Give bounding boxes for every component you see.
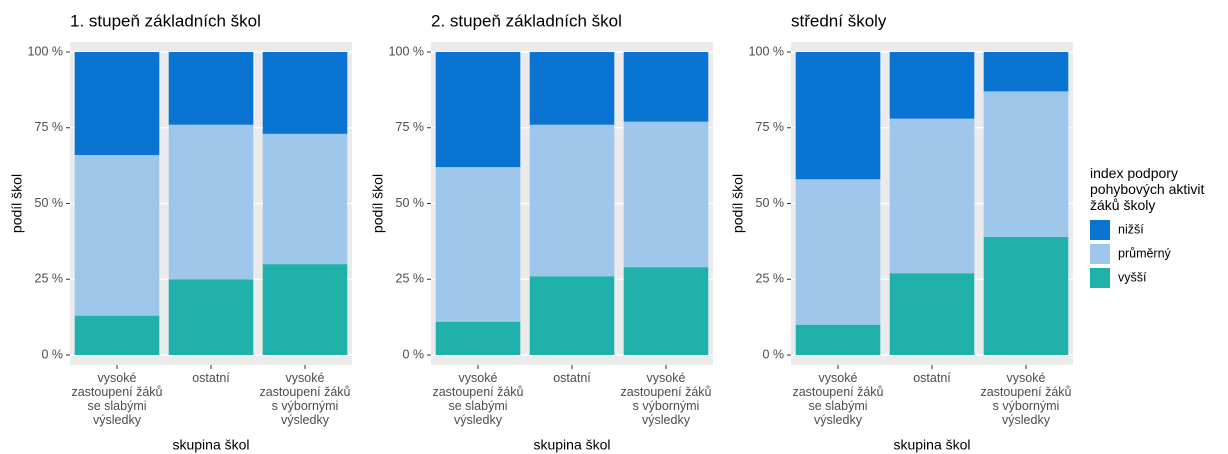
- y-tick-label: 50 %: [396, 196, 425, 210]
- legend-key: [1090, 220, 1110, 240]
- x-axis-title: skupina škol: [893, 437, 970, 453]
- bar-segment: [168, 124, 254, 280]
- y-axis-title: podíl škol: [9, 174, 25, 233]
- bar-segment: [262, 51, 348, 134]
- x-tick-label: vysoké zastoupení žáků s výbornými výsle…: [259, 371, 351, 427]
- x-tick-label: ostatní: [913, 371, 951, 385]
- bar-segment: [74, 51, 160, 156]
- y-tick-label: 100 %: [749, 44, 784, 58]
- bar-segment: [168, 51, 254, 125]
- bar-segment: [795, 179, 881, 325]
- bar-segment: [983, 51, 1069, 92]
- y-tick-label: 0 %: [41, 347, 63, 361]
- x-tick-label: vysoké zastoupení žáků s výbornými výsle…: [980, 371, 1072, 427]
- y-tick-label: 75 %: [35, 120, 64, 134]
- legend-title: index podpory pohybových aktivit žáků šk…: [1090, 165, 1205, 213]
- bar-segment: [983, 236, 1069, 356]
- legend-label: vyšší: [1118, 270, 1147, 284]
- y-tick-label: 0 %: [762, 347, 784, 361]
- bar-segment: [529, 51, 615, 125]
- bar-segment: [889, 273, 975, 356]
- bar-segment: [262, 133, 348, 265]
- y-tick-label: 25 %: [35, 272, 64, 286]
- y-tick-label: 50 %: [756, 196, 785, 210]
- bar-segment: [74, 315, 160, 356]
- x-tick-label: vysoké zastoupení žáků se slabými výsled…: [432, 371, 524, 427]
- x-axis-title: skupina škol: [533, 437, 610, 453]
- y-tick-label: 100 %: [28, 44, 63, 58]
- y-tick-label: 100 %: [389, 44, 424, 58]
- x-axis-title: skupina škol: [172, 437, 249, 453]
- x-tick-label: vysoké zastoupení žáků se slabými výsled…: [792, 371, 884, 427]
- y-axis-title: podíl škol: [730, 174, 746, 233]
- legend-label: nižší: [1118, 222, 1144, 236]
- legend-key: [1090, 268, 1110, 288]
- chart-title: 2. stupeň základních škol: [431, 11, 622, 30]
- chart-title: 1. stupeň základních škol: [70, 11, 261, 30]
- bar-segment: [168, 279, 254, 356]
- x-tick-label: vysoké zastoupení žáků s výbornými výsle…: [620, 371, 712, 427]
- chart-title: střední školy: [791, 11, 887, 30]
- bar-segment: [529, 276, 615, 356]
- bar-segment: [623, 267, 709, 356]
- bar-segment: [74, 155, 160, 316]
- x-tick-label: ostatní: [553, 371, 591, 385]
- x-tick-label: ostatní: [192, 371, 230, 385]
- y-axis-title: podíl škol: [370, 174, 386, 233]
- bar-segment: [623, 51, 709, 122]
- bar-segment: [795, 51, 881, 180]
- bar-segment: [623, 121, 709, 268]
- bar-segment: [529, 124, 615, 277]
- bar-segment: [889, 51, 975, 119]
- y-tick-label: 25 %: [756, 272, 785, 286]
- bar-segment: [435, 51, 521, 168]
- bar-segment: [435, 321, 521, 356]
- legend-key: [1090, 244, 1110, 264]
- bar-segment: [262, 264, 348, 356]
- x-tick-label: vysoké zastoupení žáků se slabými výsled…: [71, 371, 163, 427]
- y-tick-label: 25 %: [396, 272, 425, 286]
- y-tick-label: 50 %: [35, 196, 64, 210]
- y-tick-label: 75 %: [756, 120, 785, 134]
- y-tick-label: 0 %: [402, 347, 424, 361]
- bar-segment: [435, 167, 521, 322]
- legend-label: průměrný: [1118, 246, 1172, 260]
- bar-segment: [889, 118, 975, 274]
- bar-segment: [983, 91, 1069, 237]
- bar-segment: [795, 324, 881, 356]
- y-tick-label: 75 %: [396, 120, 425, 134]
